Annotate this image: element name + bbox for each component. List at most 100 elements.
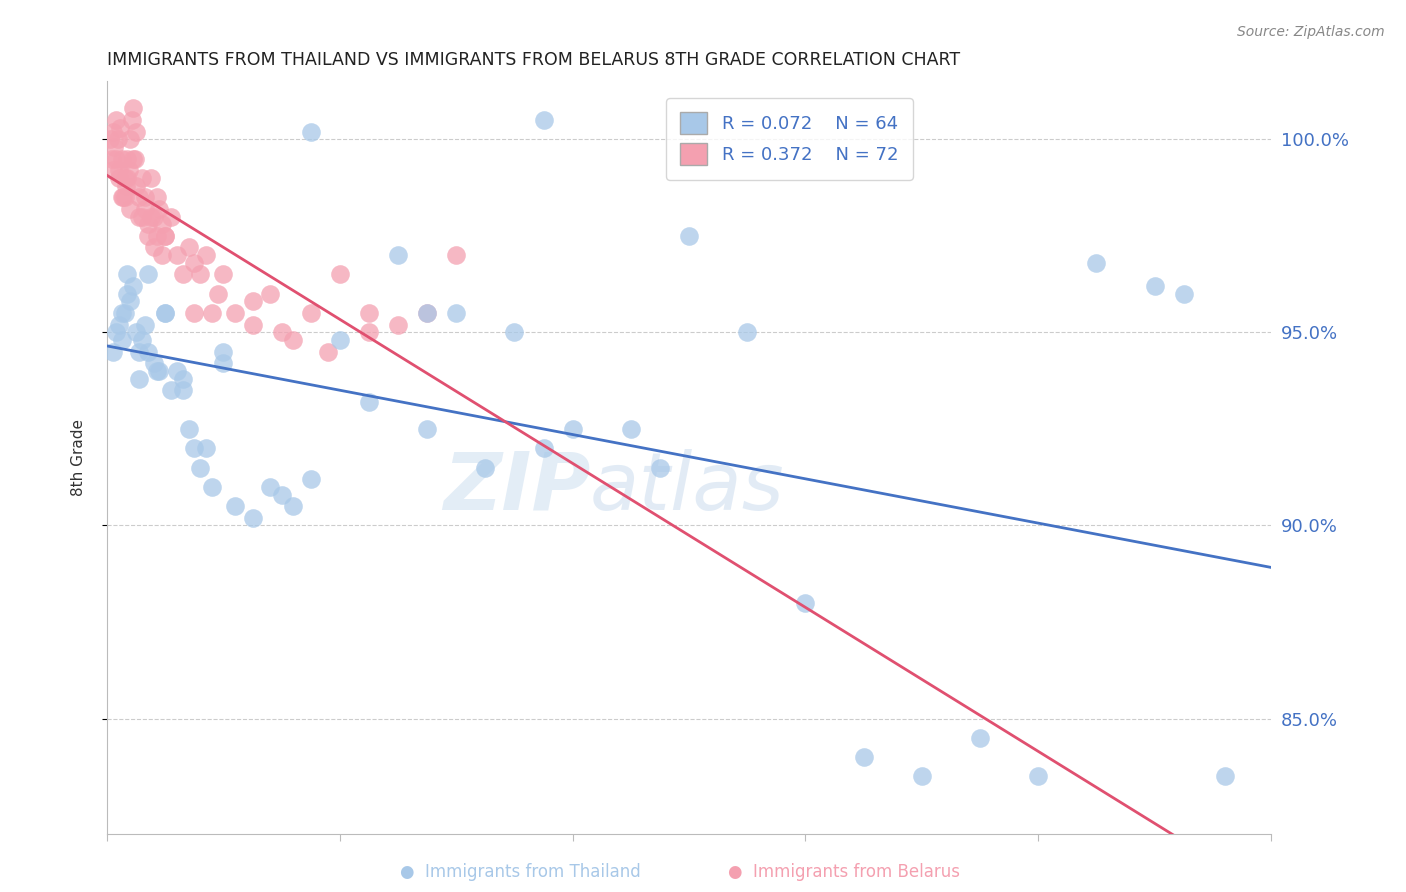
Point: [188, 268, 211, 282]
Point: [1213, 769, 1236, 783]
Point: [177, 422, 200, 436]
Point: [128, 372, 150, 386]
Point: [172, 372, 194, 386]
Point: [160, 384, 183, 398]
Point: [1173, 286, 1195, 301]
Point: [212, 356, 235, 370]
Point: [242, 294, 264, 309]
Point: [166, 364, 188, 378]
Point: [104, 152, 127, 166]
Point: [120, 294, 142, 309]
Point: [387, 318, 409, 332]
Legend: R = 0.072    N = 64, R = 0.372    N = 72: R = 0.072 N = 64, R = 0.372 N = 72: [666, 98, 912, 180]
Point: [416, 306, 439, 320]
Point: [259, 286, 281, 301]
Point: [150, 217, 173, 231]
Point: [357, 306, 380, 320]
Point: [118, 163, 141, 178]
Text: Source: ZipAtlas.com: Source: ZipAtlas.com: [1237, 25, 1385, 39]
Point: [357, 326, 380, 340]
Point: [329, 333, 352, 347]
Point: [107, 132, 129, 146]
Point: [98, 132, 121, 146]
Point: [120, 132, 142, 146]
Point: [131, 210, 153, 224]
Point: [142, 240, 165, 254]
Point: [125, 124, 148, 138]
Point: [503, 326, 526, 340]
Point: [201, 480, 224, 494]
Point: [131, 170, 153, 185]
Point: [1143, 279, 1166, 293]
Point: [128, 210, 150, 224]
Point: [101, 344, 124, 359]
Point: [561, 422, 583, 436]
Point: [142, 210, 165, 224]
Point: [148, 364, 170, 378]
Point: [139, 210, 162, 224]
Point: [104, 112, 127, 127]
Point: [207, 286, 229, 301]
Point: [101, 124, 124, 138]
Point: [111, 190, 134, 204]
Point: [387, 248, 409, 262]
Point: [155, 306, 177, 320]
Point: [128, 344, 150, 359]
Point: [128, 190, 150, 204]
Point: [852, 750, 875, 764]
Point: [735, 326, 758, 340]
Point: [136, 268, 159, 282]
Point: [111, 152, 134, 166]
Point: [111, 306, 134, 320]
Point: [136, 344, 159, 359]
Point: [112, 190, 135, 204]
Point: [134, 202, 156, 216]
Text: ZIP: ZIP: [443, 449, 591, 527]
Text: ●  Immigrants from Belarus: ● Immigrants from Belarus: [727, 863, 960, 881]
Point: [678, 228, 700, 243]
Point: [107, 170, 129, 185]
Point: [474, 460, 496, 475]
Point: [125, 326, 148, 340]
Point: [446, 248, 468, 262]
Point: [224, 306, 246, 320]
Point: [224, 499, 246, 513]
Text: IMMIGRANTS FROM THAILAND VS IMMIGRANTS FROM BELARUS 8TH GRADE CORRELATION CHART: IMMIGRANTS FROM THAILAND VS IMMIGRANTS F…: [107, 51, 960, 69]
Point: [242, 318, 264, 332]
Point: [299, 306, 322, 320]
Point: [131, 333, 153, 347]
Point: [139, 170, 162, 185]
Point: [124, 152, 146, 166]
Point: [183, 306, 205, 320]
Point: [172, 268, 194, 282]
Point: [212, 344, 235, 359]
Point: [969, 731, 991, 745]
Point: [201, 306, 224, 320]
Point: [195, 441, 218, 455]
Point: [533, 112, 555, 127]
Point: [329, 268, 352, 282]
Y-axis label: 8th Grade: 8th Grade: [72, 419, 86, 496]
Point: [101, 163, 124, 178]
Point: [533, 441, 555, 455]
Point: [136, 217, 159, 231]
Point: [316, 344, 339, 359]
Point: [166, 248, 188, 262]
Point: [270, 487, 292, 501]
Point: [121, 112, 143, 127]
Point: [114, 178, 136, 193]
Point: [155, 228, 177, 243]
Point: [172, 384, 194, 398]
Point: [620, 422, 643, 436]
Text: ●  Immigrants from Thailand: ● Immigrants from Thailand: [399, 863, 641, 881]
Point: [136, 228, 159, 243]
Point: [142, 356, 165, 370]
Point: [104, 326, 127, 340]
Point: [114, 190, 136, 204]
Point: [177, 240, 200, 254]
Point: [134, 190, 156, 204]
Point: [1026, 769, 1049, 783]
Point: [145, 190, 167, 204]
Point: [114, 306, 136, 320]
Point: [111, 333, 134, 347]
